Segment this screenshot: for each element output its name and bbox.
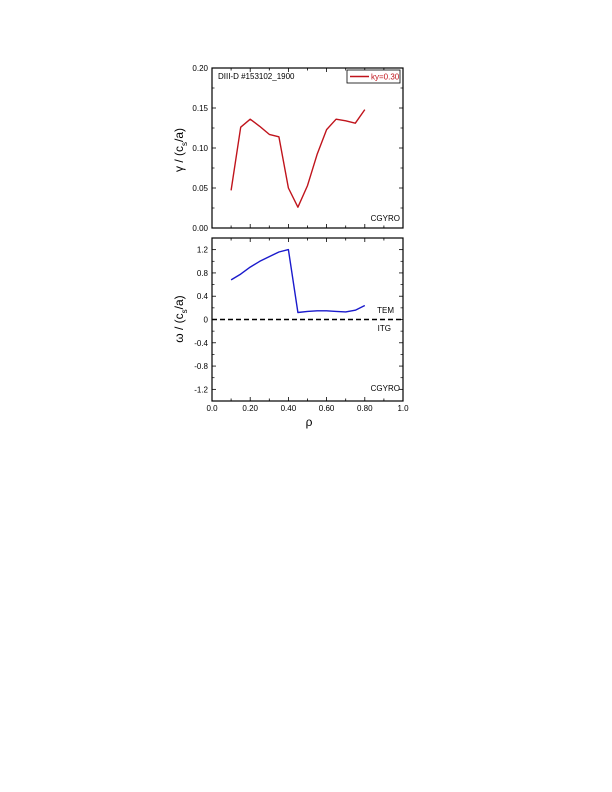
frequency-data-point	[306, 310, 308, 312]
growth-rate-data-point	[278, 136, 280, 138]
growth-rate-data-point	[316, 153, 318, 155]
frequency-data-point	[259, 260, 261, 262]
y-tick-label: 0.05	[192, 184, 208, 193]
growth-rate-y-label-main: γ / (c	[172, 146, 186, 172]
y-tick-label: 0.00	[192, 224, 208, 233]
frequency-y-label-sub: s	[180, 309, 189, 313]
x-axis-label: ρ	[306, 415, 313, 429]
svg-text:ω / (cs/a): ω / (cs/a)	[172, 295, 189, 342]
y-tick-label: 1.2	[197, 246, 209, 255]
growth-rate-data-point	[335, 118, 337, 120]
growth-rate-data-point	[230, 189, 232, 191]
y-tick-label: 0.15	[192, 104, 208, 113]
frequency-data-point	[354, 309, 356, 311]
frequency-y-label-main: ω / (c	[172, 313, 186, 342]
frequency-data-point	[239, 273, 241, 275]
growth-rate-line	[230, 109, 366, 208]
frequency-data-point	[230, 279, 232, 281]
legend: ky=0.30	[346, 69, 401, 84]
x-tick-label: 0.60	[319, 404, 335, 413]
legend-label: ky=0.30	[371, 73, 400, 82]
x-tick-label: 0.40	[281, 404, 297, 413]
frequency-data-point	[364, 304, 366, 306]
svg-text:γ / (cs/a): γ / (cs/a)	[172, 128, 189, 172]
x-tick-label: 0.20	[242, 404, 258, 413]
growth-rate-y-tick-labels: 0.00 0.05 0.10 0.15 0.20	[192, 64, 208, 233]
y-tick-label: -0.4	[194, 339, 208, 348]
growth-rate-y-label-sub: s	[180, 142, 189, 146]
growth-rate-y-axis-label: γ / (cs/a)	[172, 128, 189, 172]
frequency-x-tick-labels: 0.0 0.20 0.40 0.60 0.80 1.0	[206, 404, 409, 413]
growth-rate-data-point	[259, 125, 261, 127]
growth-rate-data-point	[345, 120, 347, 122]
y-tick-label: -0.8	[194, 362, 208, 371]
growth-rate-panel: 0.00 0.05 0.10 0.15 0.20 γ / (cs/a) DIII-D #…	[172, 64, 404, 233]
frequency-panel: -1.2-0.8-0.400.40.81.2 0.0 0.20 0.40 0.60 0.…	[172, 237, 409, 429]
growth-rate-data-point	[239, 126, 241, 128]
growth-rate-data-point	[268, 133, 270, 135]
frequency-code-annotation: CGYRO	[371, 384, 400, 393]
growth-rate-series	[230, 108, 366, 208]
y-tick-label: 0.20	[192, 64, 208, 73]
x-tick-label: 0.80	[357, 404, 373, 413]
growth-rate-data-point	[364, 108, 366, 110]
growth-rate-code-annotation: CGYRO	[371, 214, 400, 223]
legend-box	[346, 69, 401, 84]
growth-rate-data-point	[249, 118, 251, 120]
frequency-data-point	[316, 310, 318, 312]
frequency-data-point	[249, 266, 251, 268]
y-tick-label: 0.4	[197, 292, 209, 301]
frequency-y-label-tail: /a)	[172, 295, 186, 309]
y-tick-label: 0.10	[192, 144, 208, 153]
y-tick-label: 0.8	[197, 269, 209, 278]
frequency-data-point	[325, 310, 327, 312]
y-tick-label: -1.2	[194, 385, 208, 394]
frequency-y-axis-label: ω / (cs/a)	[172, 295, 189, 342]
growth-rate-data-point	[325, 128, 327, 130]
frequency-data-point	[335, 310, 337, 312]
x-tick-label: 0.0	[206, 404, 218, 413]
growth-rate-ticks	[211, 67, 404, 229]
frequency-data-point	[287, 248, 289, 250]
frequency-data-point	[345, 311, 347, 313]
frequency-series	[230, 248, 366, 314]
frequency-data-point	[268, 255, 270, 257]
growth-rate-data-point	[354, 122, 356, 124]
shot-annotation: DIII-D #153102_1900	[218, 72, 295, 81]
frequency-y-tick-labels: -1.2 -0.8 -0.4 0 0.4 0.8 1.2	[194, 246, 208, 395]
frequency-data-point	[278, 251, 280, 253]
growth-rate-data-point	[306, 184, 308, 186]
growth-rate-data-point	[287, 187, 289, 189]
y-tick-label: 0	[204, 316, 209, 325]
growth-rate-data-point	[297, 206, 299, 208]
growth-rate-y-label-tail: /a)	[172, 128, 186, 142]
frequency-line	[230, 248, 366, 314]
frequency-data-point	[297, 311, 299, 313]
growth-rate-plot-frame	[211, 67, 404, 229]
tem-annotation: TEM	[377, 306, 394, 315]
x-tick-label: 1.0	[397, 404, 409, 413]
itg-annotation: ITG	[378, 324, 391, 333]
